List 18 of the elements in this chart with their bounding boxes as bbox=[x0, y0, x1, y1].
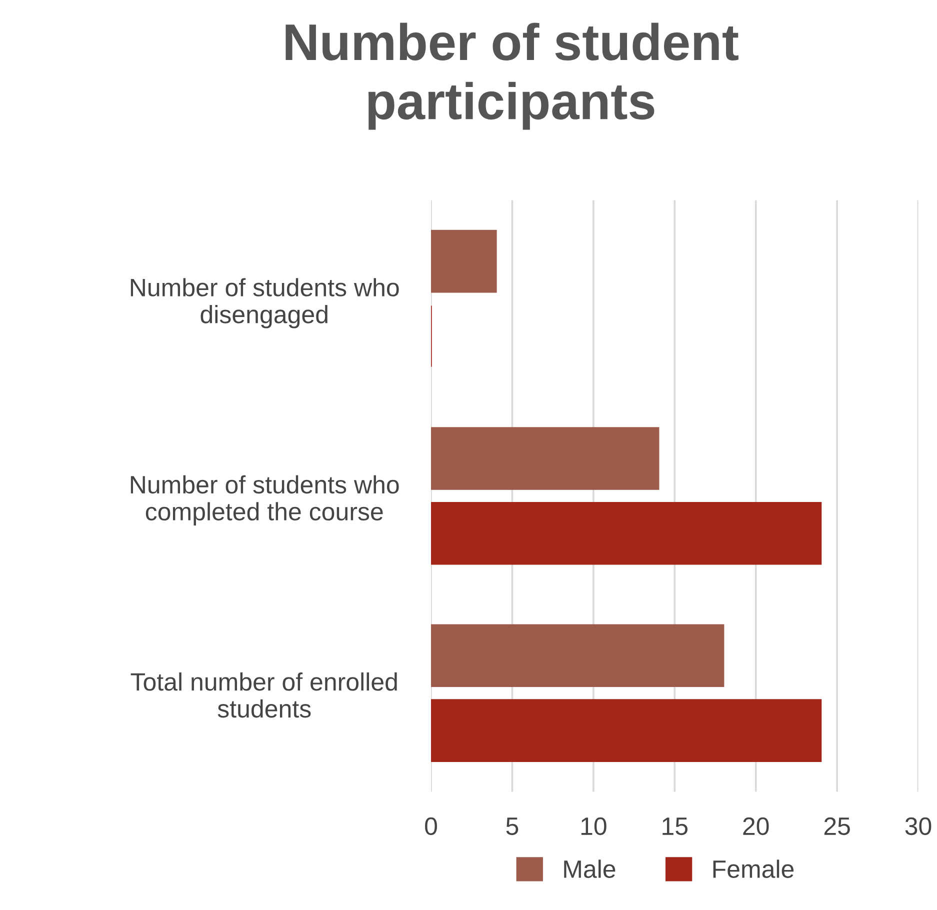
y-tick-label: Number of students who completed the course bbox=[130, 475, 399, 526]
bar bbox=[431, 230, 497, 293]
chart-title: Number of student participants bbox=[286, 22, 738, 130]
bar bbox=[431, 427, 660, 490]
y-tick-label: Total number of enrolled students bbox=[130, 672, 397, 718]
x-tick-label: 20 bbox=[743, 817, 769, 836]
x-tick-label: 5 bbox=[506, 818, 518, 836]
bar bbox=[431, 699, 822, 762]
x-tick-label: 15 bbox=[662, 818, 688, 836]
bar bbox=[431, 502, 822, 565]
x-tick-label: 30 bbox=[905, 817, 932, 836]
y-tick-label: Number of students who disengaged bbox=[130, 278, 399, 328]
x-tick-label: 10 bbox=[581, 817, 606, 836]
x-tick-label: 25 bbox=[824, 817, 850, 836]
legend-label: Male bbox=[564, 860, 616, 878]
bar bbox=[431, 624, 724, 688]
legend-label: Female bbox=[713, 860, 794, 878]
x-tick-label: 0 bbox=[425, 817, 437, 836]
